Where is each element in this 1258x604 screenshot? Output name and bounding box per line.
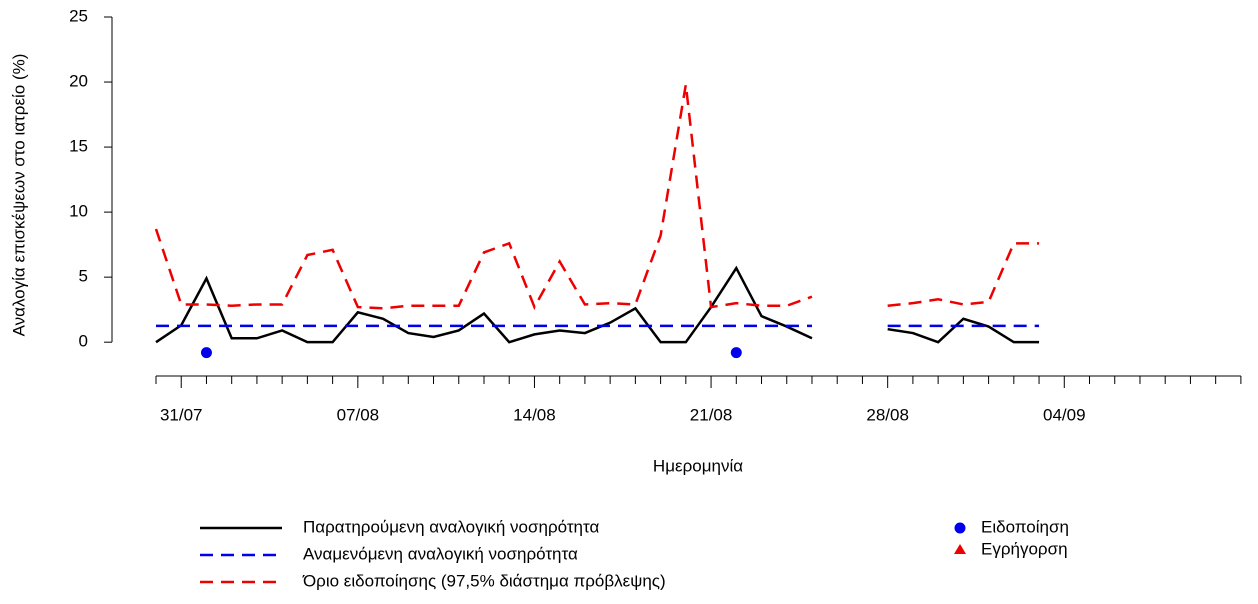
y-tick-label: 10 — [69, 202, 88, 221]
x-tick-label: 31/07 — [160, 405, 203, 424]
y-axis-title: Αναλογία επισκέψεων στο ιατρείο (%) — [9, 54, 28, 337]
y-tick-label: 20 — [69, 72, 88, 91]
legend-label: Ειδοποίηση — [981, 517, 1069, 536]
y-tick-label: 25 — [69, 6, 88, 25]
y-tick-label: 15 — [69, 137, 88, 156]
x-axis-title: Ημερομηνία — [653, 456, 743, 475]
y-tick-label: 0 — [79, 332, 88, 351]
x-tick-label: 28/08 — [866, 405, 909, 424]
series-line — [155, 265, 1040, 344]
y-tick-label: 5 — [79, 267, 88, 286]
legend-label: Εγρήγορση — [981, 539, 1068, 558]
legend-marker — [954, 544, 966, 554]
legend-marker — [954, 522, 966, 534]
legend-label: Αναμενόμενη αναλογική νοσηρότητα — [303, 544, 578, 563]
x-tick-label: 04/09 — [1043, 405, 1086, 424]
x-tick-label: 14/08 — [513, 405, 556, 424]
alarm-point — [730, 347, 742, 359]
legend-label: Όριο ειδοποίησης (97,5% διάστημα πρόβλεψ… — [302, 571, 666, 590]
x-tick-label: 21/08 — [690, 405, 733, 424]
series-line — [154, 84, 1040, 310]
alarm-point — [200, 347, 212, 359]
legend-label: Παρατηρούμενη αναλογική νοσηρότητα — [303, 517, 599, 536]
x-tick-label: 07/08 — [337, 405, 380, 424]
